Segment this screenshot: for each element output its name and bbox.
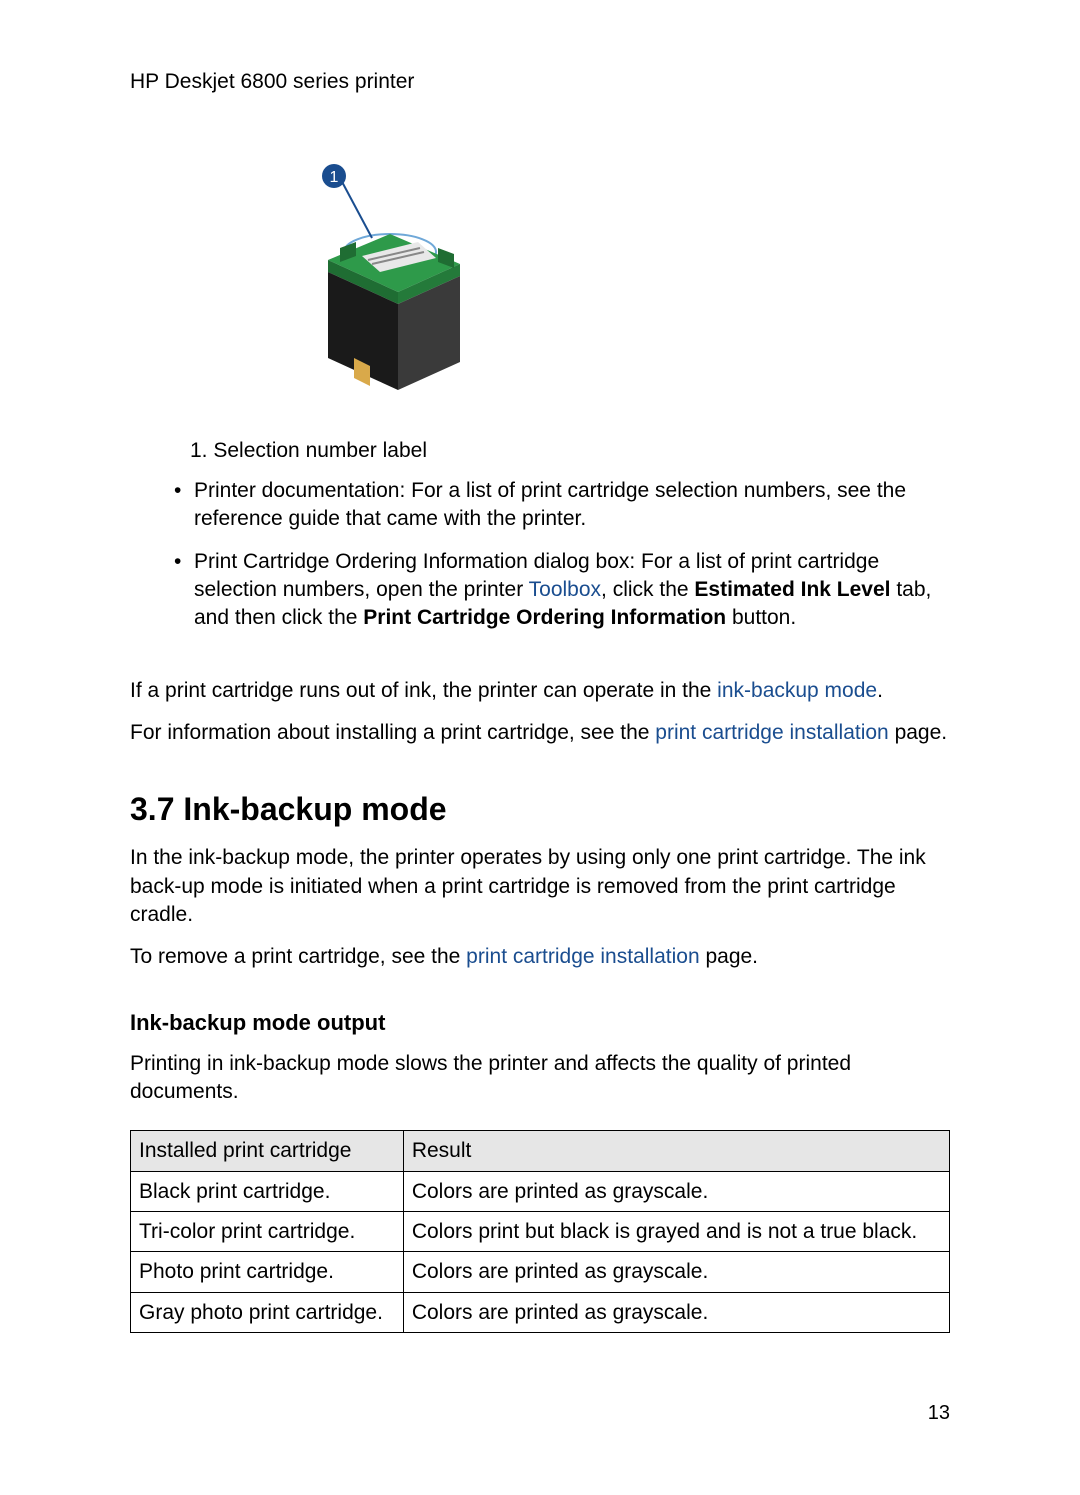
figure-caption: 1. Selection number label <box>190 439 950 463</box>
table-row: Photo print cartridge. Colors are printe… <box>131 1252 950 1292</box>
bullet-text: Printer documentation: For a list of pri… <box>194 479 906 530</box>
bold-text: Estimated Ink Level <box>694 578 890 601</box>
table-row: Gray photo print cartridge. Colors are p… <box>131 1292 950 1332</box>
para-install-info: For information about installing a print… <box>130 719 950 747</box>
table-cell: Tri-color print cartridge. <box>131 1212 404 1252</box>
text-part: If a print cartridge runs out of ink, th… <box>130 679 717 702</box>
table-cell: Colors print but black is grayed and is … <box>403 1212 949 1252</box>
table-header-cell: Installed print cartridge <box>131 1131 404 1171</box>
table-cell: Photo print cartridge. <box>131 1252 404 1292</box>
table-cell: Black print cartridge. <box>131 1171 404 1211</box>
section-para-1: In the ink-backup mode, the printer oper… <box>130 844 950 929</box>
bullet-text-part: button. <box>726 606 796 629</box>
section-para-2: To remove a print cartridge, see the pri… <box>130 943 950 971</box>
ink-backup-mode-link[interactable]: ink-backup mode <box>717 679 877 702</box>
text-part: To remove a print cartridge, see the <box>130 945 466 968</box>
text-part: For information about installing a print… <box>130 721 655 744</box>
table-cell: Gray photo print cartridge. <box>131 1292 404 1332</box>
table-header-cell: Result <box>403 1131 949 1171</box>
results-table: Installed print cartridge Result Black p… <box>130 1130 950 1332</box>
subsection-heading: Ink-backup mode output <box>130 1010 950 1036</box>
subsection-para: Printing in ink-backup mode slows the pr… <box>130 1050 950 1107</box>
table-row: Black print cartridge. Colors are printe… <box>131 1171 950 1211</box>
cartridge-figure: 1 <box>290 164 950 409</box>
bold-text: Print Cartridge Ordering Information <box>363 606 726 629</box>
page-header: HP Deskjet 6800 series printer <box>130 70 950 94</box>
bullet-printer-doc: Printer documentation: For a list of pri… <box>170 477 950 534</box>
print-cartridge-installation-link[interactable]: print cartridge installation <box>655 721 888 744</box>
text-part: page. <box>700 945 758 968</box>
para-ink-backup: If a print cartridge runs out of ink, th… <box>130 677 950 705</box>
table-cell: Colors are printed as grayscale. <box>403 1252 949 1292</box>
section-heading: 3.7 Ink-backup mode <box>130 791 950 828</box>
print-cartridge-installation-link-2[interactable]: print cartridge installation <box>466 945 699 968</box>
text-part: page. <box>889 721 947 744</box>
toolbox-link[interactable]: Toolbox <box>529 578 601 601</box>
bullet-text-part: , click the <box>601 578 694 601</box>
table-cell: Colors are printed as grayscale. <box>403 1171 949 1211</box>
text-part: . <box>877 679 883 702</box>
callout-number: 1 <box>330 169 339 186</box>
table-row: Tri-color print cartridge. Colors print … <box>131 1212 950 1252</box>
table-header-row: Installed print cartridge Result <box>131 1131 950 1171</box>
bullet-ordering-info: Print Cartridge Ordering Information dia… <box>170 548 950 633</box>
table-cell: Colors are printed as grayscale. <box>403 1292 949 1332</box>
page-number: 13 <box>928 1402 950 1425</box>
